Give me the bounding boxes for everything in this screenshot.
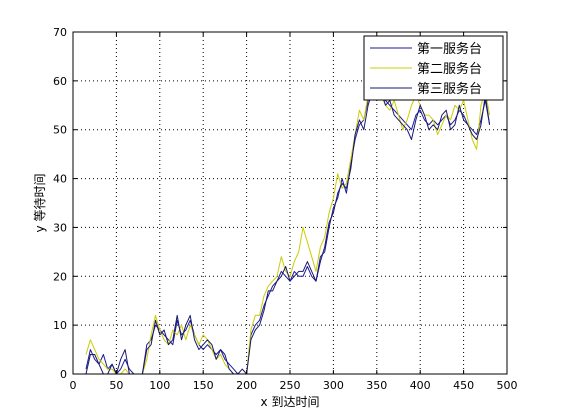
x-axis-label: x 到达时间 <box>261 395 320 409</box>
x-tick-label: 200 <box>236 379 257 392</box>
x-tick-label: 0 <box>70 379 77 392</box>
y-tick-label: 10 <box>53 319 67 332</box>
y-tick-label: 0 <box>60 368 67 381</box>
x-tick-label: 150 <box>193 379 214 392</box>
y-tick-label: 30 <box>53 221 67 234</box>
x-tick-label: 300 <box>323 379 344 392</box>
x-tick-label: 500 <box>497 379 518 392</box>
x-tick-label: 100 <box>149 379 170 392</box>
y-tick-label: 50 <box>53 124 67 137</box>
legend: 第一服务台 第二服务台 第三服务台 <box>363 35 504 101</box>
x-tick-label: 400 <box>410 379 431 392</box>
y-axis-label: y 等待时间 <box>33 174 47 233</box>
series-layer <box>85 80 491 375</box>
series-line-3 <box>85 90 491 375</box>
ticks <box>72 31 508 375</box>
x-tick-label: 50 <box>109 379 123 392</box>
y-tick-label: 40 <box>53 173 67 186</box>
x-tick-labels: 0 50 100 150 200 250 300 350 400 450 500 <box>70 379 518 392</box>
y-tick-labels: 0 10 20 30 40 50 60 70 <box>53 26 67 381</box>
x-tick-label: 350 <box>366 379 387 392</box>
x-tick-label: 450 <box>453 379 474 392</box>
legend-label-series-2: 第二服务台 <box>417 61 482 77</box>
y-tick-label: 70 <box>53 26 67 39</box>
legend-label-series-1: 第一服务台 <box>417 41 482 57</box>
x-tick-label: 250 <box>280 379 301 392</box>
y-tick-label: 20 <box>53 270 67 283</box>
y-tick-label: 60 <box>53 75 67 88</box>
legend-label-series-3: 第三服务台 <box>417 81 482 97</box>
